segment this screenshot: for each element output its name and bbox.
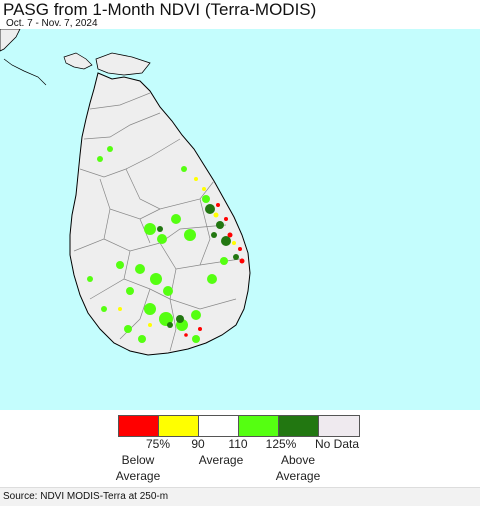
legend-swatch-lightgreen xyxy=(239,416,279,436)
district-boundaries xyxy=(73,92,241,352)
ndvi-pixels xyxy=(87,146,245,343)
footer: Source: NDVI MODIS-Terra at 250-m xyxy=(0,487,480,506)
legend-swatch-white xyxy=(199,416,239,436)
legend-swatches xyxy=(118,415,360,437)
legend-swatch-red xyxy=(119,416,159,436)
legend: 75% 90 110 125% No Data Below Average Av… xyxy=(0,412,480,487)
legend-swatch-nodata xyxy=(319,416,359,436)
jaffna-islands xyxy=(63,52,93,70)
legend-swatch-darkgreen xyxy=(279,416,319,436)
source-note: Source: NDVI MODIS-Terra at 250-m xyxy=(3,491,169,502)
legend-tick-90: 90 xyxy=(191,437,205,451)
legend-tick-nodata: No Data xyxy=(314,437,360,451)
legend-tick-125: 125% xyxy=(265,437,297,451)
jaffna-peninsula xyxy=(95,52,151,76)
map-title: PASG from 1-Month NDVI (Terra-MODIS) xyxy=(3,0,317,19)
ndvi-map xyxy=(0,29,480,410)
legend-below-average: Below Average xyxy=(115,453,161,483)
legend-above-average: Above Average xyxy=(275,453,321,483)
legend-average: Average xyxy=(198,453,244,467)
legend-swatch-yellow xyxy=(159,416,199,436)
date-range: Oct. 7 - Nov. 7, 2024 xyxy=(6,18,98,29)
india-coast xyxy=(0,29,21,52)
legend-tick-110: 110 xyxy=(228,437,248,451)
legend-tick-75: 75% xyxy=(145,437,171,451)
mannar-shoal xyxy=(3,58,47,86)
